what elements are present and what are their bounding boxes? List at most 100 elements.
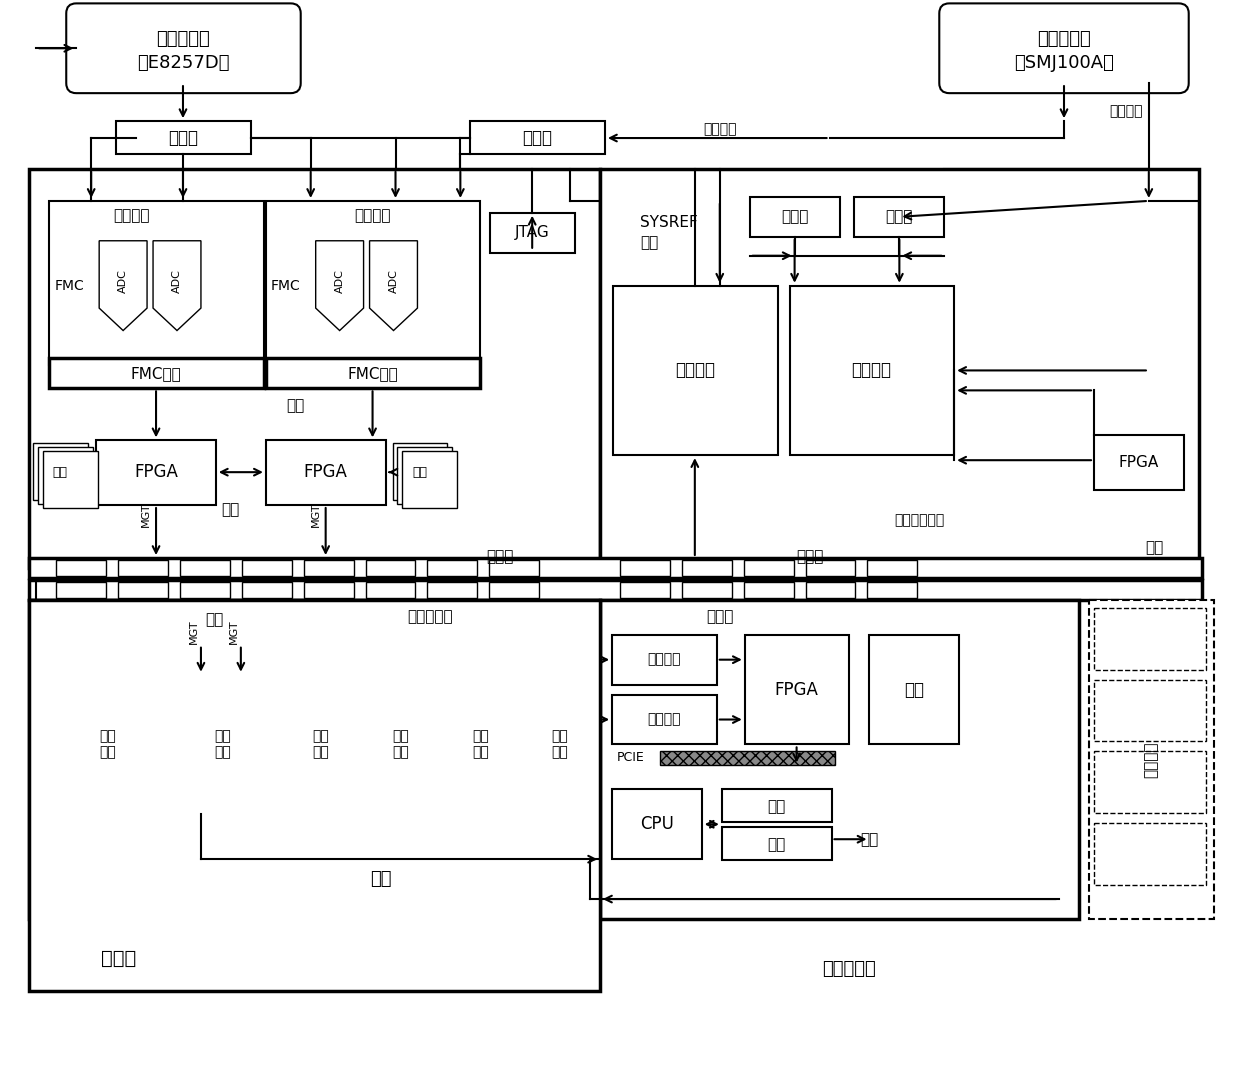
Bar xyxy=(867,582,917,598)
Bar xyxy=(180,582,230,598)
Text: 采集板: 采集板 xyxy=(487,550,514,565)
Bar xyxy=(56,560,107,576)
Bar xyxy=(722,789,831,823)
Text: 光收
发器: 光收 发器 xyxy=(100,729,116,759)
Bar xyxy=(180,560,230,576)
Bar xyxy=(600,600,1079,919)
Text: 背板: 背板 xyxy=(1146,540,1163,555)
Bar xyxy=(366,674,435,814)
Bar xyxy=(398,447,452,504)
Text: 内存: 内存 xyxy=(767,799,786,814)
Bar xyxy=(867,560,917,576)
Bar xyxy=(1094,680,1206,741)
Bar xyxy=(471,121,605,154)
Bar xyxy=(620,560,670,576)
Bar xyxy=(427,560,477,576)
Text: 光收
发器: 光收 发器 xyxy=(472,729,488,759)
Text: 时钟芯片: 时钟芯片 xyxy=(675,362,715,379)
Text: 电源: 电源 xyxy=(904,681,924,698)
Text: 时钟: 时钟 xyxy=(641,235,658,250)
Text: FMC接口: FMC接口 xyxy=(130,366,181,381)
Bar xyxy=(612,789,701,859)
Text: SYSREF: SYSREF xyxy=(641,215,698,230)
Text: FPGA: FPGA xyxy=(134,463,178,481)
Bar xyxy=(612,635,717,684)
Bar xyxy=(681,560,732,576)
Bar xyxy=(600,169,1198,568)
Bar xyxy=(789,286,954,455)
Text: 缓存: 缓存 xyxy=(53,466,68,479)
Bar xyxy=(50,359,264,389)
Text: （E8257D）: （E8257D） xyxy=(136,54,229,72)
Text: ADC: ADC xyxy=(172,268,182,292)
Text: ADC: ADC xyxy=(118,268,128,292)
Bar xyxy=(750,197,840,236)
Text: 光纤: 光纤 xyxy=(369,870,392,888)
Bar xyxy=(286,674,356,814)
Text: 采样时钟: 采样时钟 xyxy=(703,122,736,136)
Text: JTAG: JTAG xyxy=(515,226,550,241)
Text: 存储服务器: 存储服务器 xyxy=(823,960,876,978)
Text: FPGA: FPGA xyxy=(304,463,348,481)
Text: 低噪放: 低噪放 xyxy=(886,209,913,224)
Text: 光收发器: 光收发器 xyxy=(647,653,680,667)
Bar xyxy=(722,827,831,860)
Bar xyxy=(43,451,98,508)
Text: 信号发生器: 信号发生器 xyxy=(1037,30,1090,48)
Bar xyxy=(743,560,794,576)
Text: MGT: MGT xyxy=(311,503,321,527)
FancyBboxPatch shape xyxy=(66,3,301,93)
Text: 内存: 内存 xyxy=(767,837,786,852)
Text: 时钟板: 时钟板 xyxy=(795,550,823,565)
Bar xyxy=(366,560,415,576)
Text: 前端电路: 前端电路 xyxy=(354,208,390,223)
Text: 前端电路: 前端电路 xyxy=(113,208,150,223)
Bar xyxy=(366,582,415,598)
Bar xyxy=(266,201,481,365)
Text: 数据: 数据 xyxy=(222,503,240,518)
Bar xyxy=(304,582,353,598)
Bar xyxy=(681,582,732,598)
Bar xyxy=(38,447,93,504)
Bar xyxy=(427,582,477,598)
Text: MGT: MGT xyxy=(190,620,199,644)
Text: 时钟芯片: 时钟芯片 xyxy=(851,362,891,379)
Text: 数据: 数据 xyxy=(204,612,223,627)
Polygon shape xyxy=(369,241,418,331)
Bar xyxy=(612,695,717,744)
Bar xyxy=(745,635,850,744)
Text: 低噪放: 低噪放 xyxy=(781,209,808,224)
Bar xyxy=(171,674,276,814)
Text: （SMJ100A）: （SMJ100A） xyxy=(1014,54,1114,72)
Bar xyxy=(870,635,959,744)
Text: 接收板: 接收板 xyxy=(706,609,733,624)
Bar xyxy=(242,560,291,576)
Text: ADC: ADC xyxy=(389,268,399,292)
Bar xyxy=(118,582,169,598)
Bar xyxy=(1094,435,1183,490)
Text: 信号发生器: 信号发生器 xyxy=(156,30,209,48)
Text: PCIE: PCIE xyxy=(617,751,644,764)
Text: FMC: FMC xyxy=(55,278,84,292)
Text: 功分器: 功分器 xyxy=(522,129,553,147)
Bar xyxy=(116,121,250,154)
Bar xyxy=(445,674,515,814)
Text: 磁盘阵列: 磁盘阵列 xyxy=(1144,741,1158,778)
Bar xyxy=(266,359,481,389)
Text: FMC接口: FMC接口 xyxy=(347,366,398,381)
Text: ADC: ADC xyxy=(335,268,344,292)
Text: 数据: 数据 xyxy=(286,397,305,412)
Text: 光收
发器: 光收 发器 xyxy=(551,729,569,759)
Bar xyxy=(30,600,600,919)
Text: MGT: MGT xyxy=(229,620,239,644)
Bar xyxy=(1094,608,1206,670)
Bar xyxy=(1094,824,1206,885)
Text: 光收
发器: 光收 发器 xyxy=(214,729,232,759)
Bar xyxy=(33,444,88,500)
Polygon shape xyxy=(154,241,201,331)
Text: FPGA: FPGA xyxy=(1119,454,1158,469)
Text: 功分器: 功分器 xyxy=(169,129,198,147)
Bar xyxy=(50,201,264,365)
Bar xyxy=(743,582,794,598)
Text: MGT: MGT xyxy=(141,503,151,527)
